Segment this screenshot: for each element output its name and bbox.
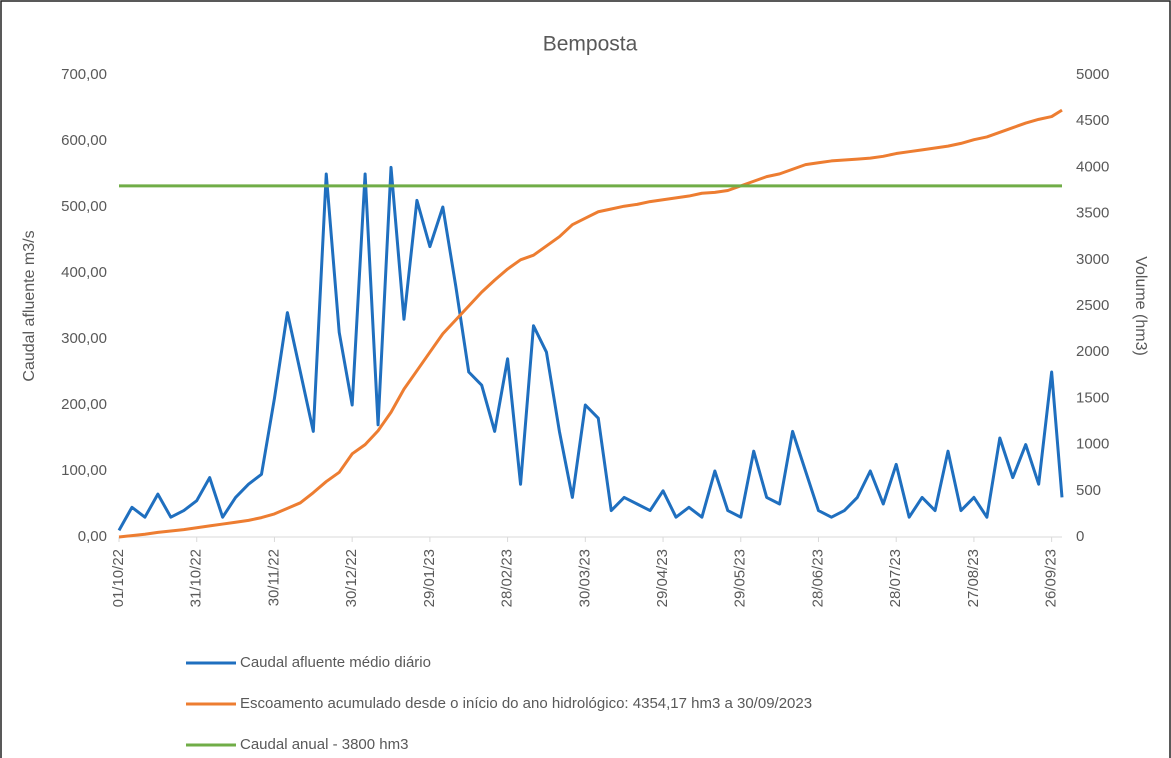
y-tick-label: 0,00 bbox=[78, 528, 107, 545]
x-tick-label: 31/10/22 bbox=[188, 549, 205, 607]
x-tick-label: 30/11/22 bbox=[265, 549, 282, 606]
y2-tick-label: 3500 bbox=[1076, 205, 1109, 222]
y2-tick-label: 500 bbox=[1076, 482, 1101, 499]
x-tick-label: 28/06/23 bbox=[809, 549, 826, 607]
y2-tick-label: 4000 bbox=[1076, 158, 1109, 175]
y-tick-label: 400,00 bbox=[61, 264, 107, 281]
x-tick-label: 28/02/23 bbox=[499, 549, 516, 607]
y-tick-label: 500,00 bbox=[61, 198, 107, 215]
y-tick-label: 600,00 bbox=[61, 132, 107, 149]
y2-axis-label: Volume (hm3) bbox=[1132, 256, 1149, 356]
x-tick-label: 28/07/23 bbox=[887, 549, 904, 607]
x-tick-label: 30/03/23 bbox=[576, 549, 593, 607]
x-tick-label: 29/01/23 bbox=[421, 549, 438, 607]
chart-title: Bemposta bbox=[543, 33, 638, 56]
x-tick-label: 29/04/23 bbox=[654, 549, 671, 607]
y-tick-label: 300,00 bbox=[61, 330, 107, 347]
y2-tick-label: 2000 bbox=[1076, 343, 1109, 360]
legend-label: Caudal afluente médio diário bbox=[240, 654, 431, 671]
y2-tick-label: 1000 bbox=[1076, 436, 1109, 453]
x-tick-label: 30/12/22 bbox=[343, 549, 360, 607]
y-tick-label: 100,00 bbox=[61, 462, 107, 479]
y-tick-label: 700,00 bbox=[61, 66, 107, 83]
y2-tick-label: 5000 bbox=[1076, 66, 1109, 83]
y2-tick-label: 4500 bbox=[1076, 112, 1109, 129]
x-tick-label: 27/08/23 bbox=[965, 549, 982, 607]
x-tick-label: 01/10/22 bbox=[110, 549, 127, 607]
x-tick-label: 26/09/23 bbox=[1043, 549, 1060, 607]
y2-tick-label: 3000 bbox=[1076, 251, 1109, 268]
series-line bbox=[117, 165, 1064, 532]
y-axis-label: Caudal afluente m3/s bbox=[21, 230, 38, 381]
legend-label: Escoamento acumulado desde o início do a… bbox=[240, 695, 812, 712]
series-line bbox=[118, 108, 1063, 539]
y2-tick-label: 1500 bbox=[1076, 389, 1109, 406]
y2-tick-label: 0 bbox=[1076, 528, 1084, 545]
y2-tick-label: 2500 bbox=[1076, 297, 1109, 314]
x-tick-label: 29/05/23 bbox=[732, 549, 749, 607]
y-tick-label: 200,00 bbox=[61, 396, 107, 413]
legend-label: Caudal anual - 3800 hm3 bbox=[240, 736, 408, 753]
